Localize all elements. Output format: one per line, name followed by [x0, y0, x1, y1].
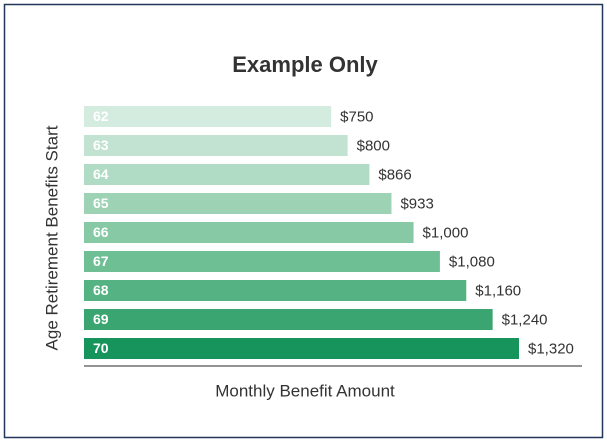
category-label: 66 — [93, 224, 109, 240]
value-label: $750 — [340, 108, 373, 125]
category-label: 68 — [93, 282, 109, 298]
chart-title: Example Only — [232, 52, 378, 77]
value-label: $866 — [378, 166, 411, 183]
bar — [84, 164, 370, 185]
value-label: $1,160 — [475, 282, 521, 299]
value-label: $1,000 — [423, 224, 469, 241]
bar — [84, 280, 467, 301]
x-axis-label: Monthly Benefit Amount — [215, 381, 395, 400]
bar — [84, 135, 348, 156]
bar — [84, 193, 392, 214]
bar — [84, 251, 440, 272]
bar — [84, 309, 493, 330]
category-label: 63 — [93, 137, 109, 153]
bar — [84, 222, 414, 243]
bar — [84, 338, 519, 359]
category-label: 70 — [93, 340, 109, 356]
y-axis-label: Age Retirement Benefits Start — [42, 125, 61, 350]
value-label: $933 — [400, 195, 433, 212]
category-label: 65 — [93, 195, 109, 211]
category-label: 69 — [93, 311, 109, 327]
bar — [84, 106, 332, 127]
value-label: $800 — [357, 137, 390, 154]
value-label: $1,080 — [449, 253, 495, 270]
category-label: 62 — [93, 108, 109, 124]
value-label: $1,240 — [502, 311, 548, 328]
category-label: 67 — [93, 253, 109, 269]
value-label: $1,320 — [528, 340, 574, 357]
category-label: 64 — [93, 166, 109, 182]
frame — [3, 3, 604, 439]
